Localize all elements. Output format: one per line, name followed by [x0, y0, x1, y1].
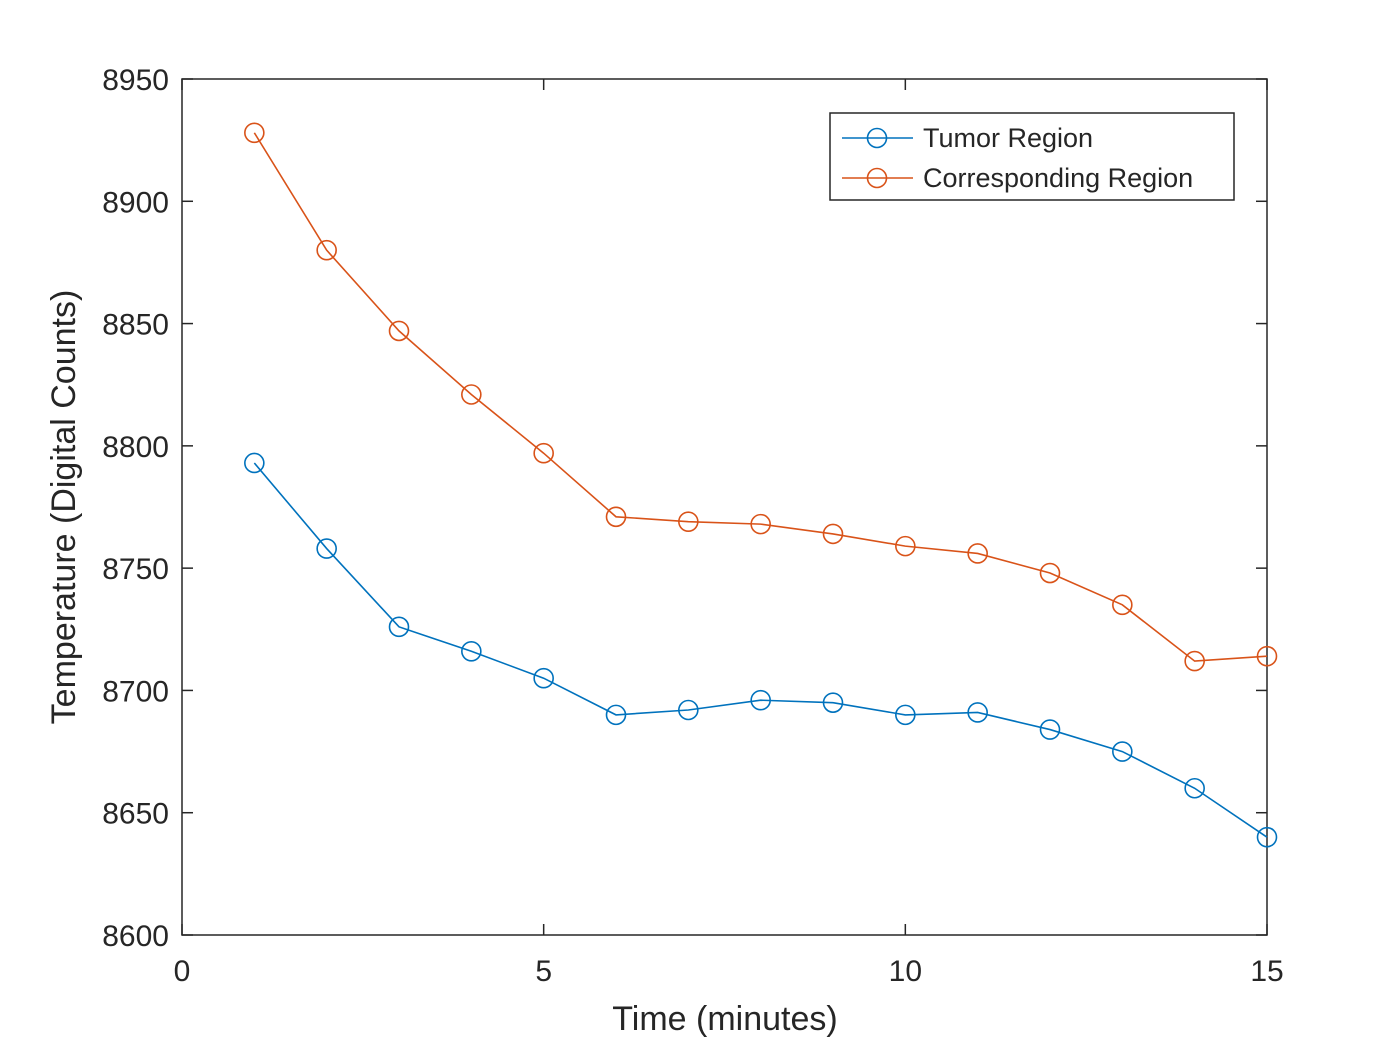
legend-swatch-marker: [866, 127, 888, 149]
legend-label: Tumor Region: [923, 123, 1093, 153]
y-tick-label: 8600: [102, 920, 169, 953]
data-point: [244, 452, 265, 474]
data-point: [750, 689, 771, 711]
data-point: [605, 704, 627, 726]
data-point: [967, 543, 988, 564]
y-tick-label: 8800: [102, 431, 169, 464]
series-line: [253, 462, 1268, 838]
plot-area-frame: [181, 78, 1268, 936]
x-axis-label: Time (minutes): [612, 1000, 837, 1038]
data-point: [822, 692, 844, 713]
data-point: [895, 535, 916, 557]
y-tick-label: 8700: [102, 675, 169, 708]
data-point: [895, 704, 916, 726]
data-point: [388, 616, 410, 638]
y-tick-label: 8750: [102, 553, 169, 586]
data-point: [1039, 562, 1061, 584]
y-tick-label: 8650: [102, 798, 169, 831]
x-tick-label: 0: [174, 955, 191, 988]
data-point: [316, 538, 337, 559]
y-tick-label: 8850: [102, 309, 169, 342]
y-axis-label: Temperature (Digital Counts): [45, 290, 83, 725]
data-point: [1039, 719, 1061, 740]
series-0: [244, 452, 1278, 848]
data-point: [1184, 777, 1205, 799]
axes-layer: 0 5 10 15 8600 8650 8700 8750 8800 8850 8900 8950: [102, 64, 1283, 988]
data-point: [461, 640, 482, 662]
data-point: [750, 513, 771, 535]
data-point: [316, 239, 337, 261]
data-point: [678, 511, 699, 532]
series-layer: [244, 122, 1278, 848]
data-point: [1112, 741, 1133, 762]
series-line: [253, 132, 1268, 662]
x-tick-label: 15: [1250, 955, 1283, 988]
x-tick-label: 10: [889, 955, 922, 988]
data-point: [461, 384, 482, 405]
legend-label: Corresponding Region: [923, 163, 1193, 193]
data-point: [533, 442, 554, 464]
legend-swatch-marker: [866, 167, 888, 189]
y-tick-label: 8950: [102, 64, 169, 97]
data-point: [244, 122, 265, 144]
data-point: [388, 320, 410, 342]
x-tick-label: 5: [535, 955, 552, 988]
series-1: [244, 122, 1278, 672]
data-point: [1256, 645, 1278, 667]
y-tick-label: 8900: [102, 186, 169, 219]
data-point: [678, 699, 699, 721]
legend: Tumor Region Corresponding Region: [829, 112, 1235, 201]
legend-box: [829, 112, 1235, 201]
data-point: [1256, 826, 1278, 848]
data-point: [1112, 594, 1133, 616]
data-point: [822, 523, 844, 545]
data-point: [605, 506, 627, 528]
data-point: [1184, 650, 1205, 672]
data-point: [967, 702, 988, 723]
data-point: [533, 667, 554, 689]
